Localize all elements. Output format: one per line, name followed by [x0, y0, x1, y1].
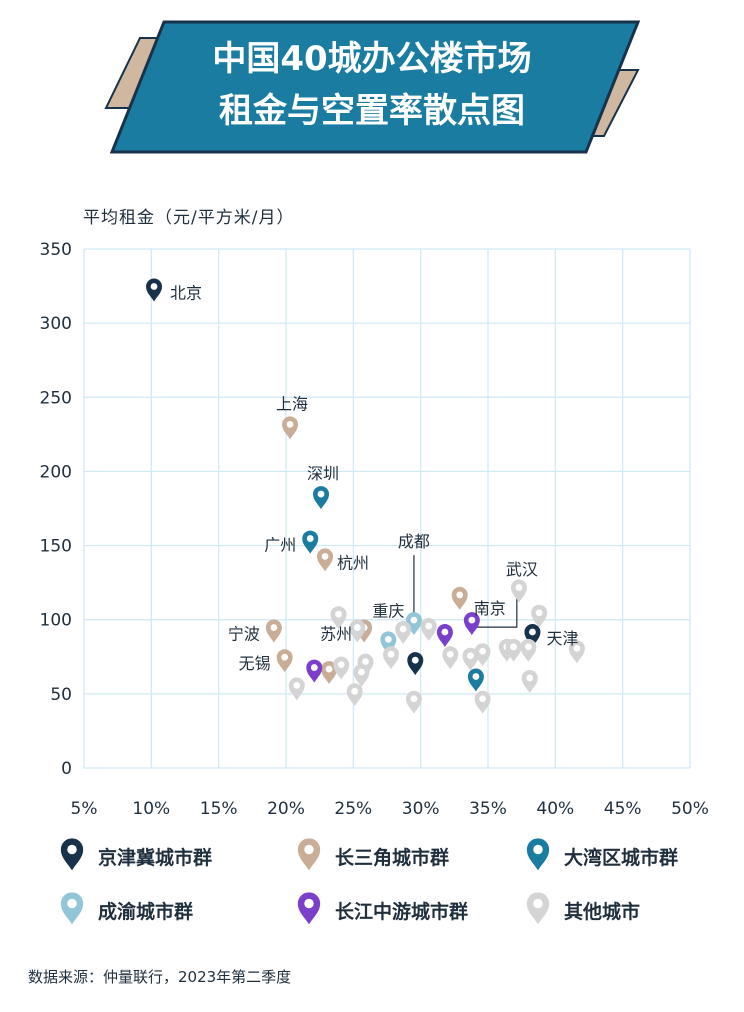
legend-item-cjzy: 长江中游城市群 [295, 892, 468, 928]
leader-lines [413, 555, 518, 628]
legend-item-other: 其他城市 [524, 892, 640, 928]
data-point-other [568, 640, 585, 664]
y-tick-label: 200 [40, 462, 72, 482]
y-tick-label: 50 [50, 685, 72, 705]
data-point-csj [265, 619, 282, 643]
data-point-other [330, 606, 347, 630]
point-label: 无锡 [239, 654, 271, 673]
point-label: 深圳 [307, 464, 339, 483]
legend-item-dwq: 大湾区城市群 [524, 838, 678, 874]
data-point-other [395, 621, 412, 645]
y-tick-label: 0 [61, 759, 72, 779]
data-point-jjj [407, 652, 424, 676]
x-tick-label: 10% [132, 799, 170, 819]
map-pin-icon [297, 892, 321, 925]
data-point-other [520, 638, 537, 662]
x-tick-label: 45% [604, 799, 642, 819]
y-tick-label: 150 [40, 537, 72, 557]
data-point-dwq [302, 530, 319, 554]
data-point-cjzy [463, 612, 480, 636]
data-point-dwq [467, 668, 484, 692]
data-point-other [353, 664, 370, 688]
legend-label: 京津冀城市群 [98, 846, 213, 869]
data-point-jjj [146, 278, 163, 302]
point-label: 宁波 [228, 625, 260, 644]
point-label: 苏州 [320, 625, 352, 644]
data-point-other [442, 646, 459, 670]
x-tick-label: 5% [71, 799, 98, 819]
banner-panel [109, 20, 641, 154]
data-point-csj [276, 649, 293, 673]
data-point-other [521, 669, 538, 693]
x-tick-label: 20% [267, 799, 305, 819]
y-axis-label: 平均租金（元/平方米/月） [83, 208, 295, 228]
point-label: 广州 [264, 536, 296, 555]
legend: 京津冀城市群 长三角城市群 大湾区城市群成渝城市群 长江中游城市群 其他城市 [58, 838, 718, 948]
y-tick-label: 350 [40, 240, 72, 260]
title-line-1: 中国40城办公楼市场 [212, 39, 531, 79]
data-point-csj [451, 586, 468, 610]
x-tick-label: 35% [469, 799, 507, 819]
data-point-other [383, 646, 400, 670]
data-point-other [462, 647, 479, 671]
legend-label: 成渝城市群 [98, 900, 194, 923]
leader-line [471, 587, 518, 628]
map-pin-icon [526, 892, 550, 925]
point-label: 上海 [276, 394, 308, 413]
map-pin-icon [526, 838, 550, 871]
y-tick-label: 250 [40, 388, 72, 408]
data-point-other [288, 677, 305, 701]
x-tick-label: 50% [671, 799, 709, 819]
grid [83, 248, 691, 769]
point-label: 南京 [474, 599, 506, 618]
map-pin-icon [60, 838, 84, 871]
axis-ticks: 5% 10% 15% 20% 25% 30% 35% 40% 45% 50% 350 300 250 20… [40, 240, 709, 819]
x-tick-label: 30% [402, 799, 440, 819]
data-point-csj [282, 416, 299, 440]
legend-label: 大湾区城市群 [564, 846, 679, 869]
data-point-other [420, 618, 437, 642]
point-label: 武汉 [506, 560, 538, 579]
data-point-other [349, 619, 366, 643]
point-label: 重庆 [372, 601, 404, 620]
data-point-other [405, 690, 422, 714]
x-tick-label: 15% [200, 799, 238, 819]
map-pin-icon [60, 892, 84, 925]
data-point-other [531, 604, 548, 628]
data-point-cjzy [306, 659, 323, 683]
scatter-chart: 5% 10% 15% 20% 25% 30% 35% 40% 45% 50% 350 300 250 20… [40, 240, 709, 819]
legend-label: 长三角城市群 [335, 846, 450, 869]
title-banner: 中国40城办公楼市场 租金与空置率散点图 [104, 20, 641, 154]
data-point-other [474, 690, 491, 714]
data-point-csj [321, 661, 338, 685]
legend-item-csj: 长三角城市群 [295, 838, 449, 874]
data-points [146, 278, 585, 714]
legend-item-cy: 成渝城市群 [58, 892, 193, 928]
x-tick-label: 40% [536, 799, 574, 819]
legend-label: 长江中游城市群 [335, 900, 469, 923]
source-note: 数据来源：仲量联行，2023年第二季度 [28, 968, 292, 986]
data-point-other [474, 643, 491, 667]
point-label: 成都 [398, 532, 430, 551]
point-label: 杭州 [337, 553, 369, 572]
data-point-other [505, 638, 522, 662]
data-point-other [333, 656, 350, 680]
y-tick-label: 300 [40, 314, 72, 334]
legend-label: 其他城市 [564, 900, 641, 923]
data-point-other [346, 683, 363, 707]
data-point-csj [317, 548, 334, 572]
legend-item-jjj: 京津冀城市群 [58, 838, 212, 874]
title-line-2: 租金与空置率散点图 [219, 91, 525, 131]
data-point-cjzy [436, 623, 453, 647]
point-label: 天津 [546, 629, 578, 648]
point-label: 北京 [170, 283, 202, 302]
data-point-dwq [313, 486, 330, 510]
data-point-other [510, 579, 527, 603]
map-pin-icon [297, 838, 321, 871]
y-tick-label: 100 [40, 611, 72, 631]
x-tick-label: 25% [334, 799, 372, 819]
